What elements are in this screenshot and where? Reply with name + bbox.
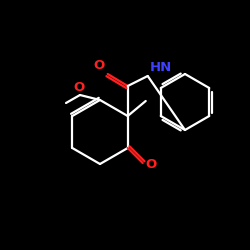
Text: O: O <box>146 158 157 172</box>
Text: O: O <box>74 81 85 94</box>
Text: HN: HN <box>150 61 172 74</box>
Text: O: O <box>94 59 105 72</box>
